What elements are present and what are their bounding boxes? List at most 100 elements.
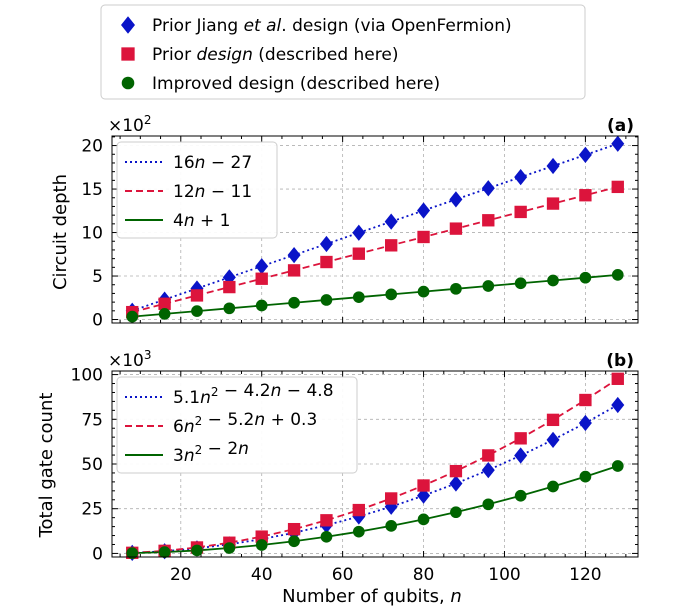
data-point bbox=[223, 302, 236, 315]
data-point bbox=[320, 514, 333, 527]
legend-entry: 16n − 27 bbox=[173, 153, 252, 173]
y-tick-label: 0 bbox=[92, 544, 103, 564]
y-tick-label: 75 bbox=[81, 410, 103, 430]
data-point bbox=[223, 280, 236, 294]
data-point bbox=[158, 297, 171, 310]
data-point bbox=[158, 308, 171, 320]
data-point bbox=[546, 197, 560, 210]
top-legend: Prior Jiang et al. design (via OpenFermi… bbox=[100, 4, 586, 100]
data-point bbox=[514, 277, 527, 290]
data-point bbox=[482, 449, 495, 462]
data-point bbox=[611, 180, 624, 194]
data-point bbox=[482, 214, 495, 227]
x-tick-label: 80 bbox=[413, 565, 435, 585]
y-tick-label: 10 bbox=[81, 224, 103, 244]
data-point bbox=[255, 299, 268, 312]
data-point bbox=[514, 169, 528, 186]
series-line bbox=[132, 465, 619, 555]
data-point bbox=[385, 520, 398, 532]
x-tick-label: 120 bbox=[569, 565, 601, 585]
panel-b-label: (b) bbox=[606, 351, 634, 371]
data-point bbox=[481, 461, 495, 479]
data-point bbox=[546, 413, 560, 427]
top-legend-marker bbox=[121, 47, 135, 61]
data-point bbox=[417, 479, 430, 492]
data-point bbox=[578, 414, 592, 432]
data-point bbox=[288, 296, 300, 309]
legend-box bbox=[116, 376, 358, 474]
data-point bbox=[255, 539, 268, 551]
data-point bbox=[481, 180, 495, 197]
legend-entry: 6n2 − 5.2n + 0.3 bbox=[173, 410, 317, 437]
panel-b-ylabel: Total gate count bbox=[36, 393, 57, 539]
data-point bbox=[514, 432, 527, 445]
y-tick-label: 50 bbox=[81, 455, 103, 475]
data-point bbox=[417, 285, 430, 298]
y-tick-label: 0 bbox=[92, 311, 103, 331]
data-point bbox=[514, 205, 527, 219]
data-point bbox=[223, 542, 236, 554]
data-point bbox=[449, 464, 463, 478]
top-legend-marker bbox=[121, 16, 135, 34]
data-point bbox=[287, 264, 301, 277]
top-legend-marker bbox=[121, 76, 135, 90]
data-point bbox=[611, 396, 625, 414]
data-point bbox=[255, 530, 268, 543]
data-point bbox=[287, 522, 301, 536]
data-point bbox=[352, 291, 365, 304]
plot-frame bbox=[111, 135, 639, 324]
legend-entry: 5.1n2 − 4.2n − 4.8 bbox=[173, 381, 334, 408]
data-point bbox=[579, 271, 592, 284]
x-axis-label: Number of qubits, n bbox=[282, 586, 462, 607]
data-point bbox=[450, 506, 462, 519]
data-point bbox=[126, 547, 139, 559]
data-point bbox=[482, 498, 495, 511]
data-point bbox=[385, 239, 398, 252]
data-point bbox=[546, 157, 560, 175]
data-point bbox=[385, 492, 398, 505]
data-point bbox=[352, 508, 366, 525]
x-tick-label: 20 bbox=[170, 565, 192, 585]
y-tick-label: 20 bbox=[81, 137, 103, 157]
panel-b-multiplier: ×103 bbox=[108, 348, 152, 371]
data-point bbox=[611, 460, 624, 472]
x-tick-label: 60 bbox=[332, 565, 354, 585]
y-tick-label: 100 bbox=[71, 366, 103, 386]
data-point bbox=[352, 224, 366, 241]
data-point bbox=[417, 202, 431, 219]
data-point bbox=[514, 447, 528, 464]
data-point bbox=[579, 189, 592, 202]
x-tick-label: 100 bbox=[488, 565, 520, 585]
data-point bbox=[352, 525, 365, 538]
data-point bbox=[352, 247, 365, 260]
top-legend-entry: Prior design (described here) bbox=[152, 45, 398, 65]
top-legend-entry: Improved design (described here) bbox=[152, 74, 440, 94]
data-point bbox=[449, 475, 463, 492]
data-point bbox=[449, 222, 463, 235]
data-point bbox=[547, 274, 559, 287]
data-point bbox=[320, 530, 333, 543]
top-legend-entry: Prior Jiang et al. design (via OpenFermi… bbox=[152, 16, 512, 36]
legend-box bbox=[116, 141, 278, 239]
data-point bbox=[384, 213, 398, 230]
data-point bbox=[319, 235, 333, 253]
data-point bbox=[255, 258, 269, 275]
y-tick-label: 5 bbox=[92, 267, 103, 287]
series-line bbox=[132, 274, 618, 318]
data-point bbox=[287, 246, 301, 264]
plot-frame bbox=[111, 370, 639, 558]
legend-entry: 3n2 − 2n bbox=[173, 439, 249, 466]
series-line bbox=[132, 404, 619, 554]
panel-b: ×103 (b) Total gate count 0 25 50 75 100 20 40… bbox=[36, 348, 639, 585]
data-point bbox=[450, 282, 462, 295]
data-point bbox=[191, 544, 203, 557]
data-point bbox=[578, 146, 592, 163]
data-point bbox=[611, 372, 624, 385]
panel-a-multiplier: ×102 bbox=[108, 113, 152, 136]
data-point bbox=[255, 272, 268, 285]
data-point bbox=[611, 269, 624, 281]
data-point bbox=[385, 288, 398, 301]
series-line bbox=[132, 186, 618, 313]
data-point bbox=[546, 431, 560, 448]
